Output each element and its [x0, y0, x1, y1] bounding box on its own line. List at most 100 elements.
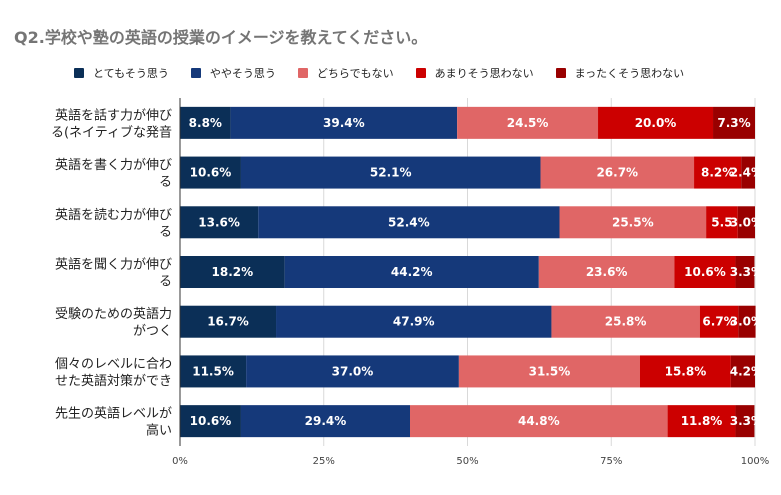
bar-segment [538, 256, 675, 288]
x-tick-label: 100% [741, 456, 770, 467]
data-label: 26.7% [596, 166, 638, 180]
data-label: 52.4% [388, 215, 430, 229]
data-label: 25.8% [605, 315, 647, 329]
data-label: 20.0% [635, 116, 677, 130]
legend-swatch [297, 68, 308, 78]
legend-label: まったくそう思わない [574, 67, 685, 80]
data-label: 44.8% [518, 414, 560, 428]
bar-segment [258, 206, 560, 239]
data-label: 29.4% [305, 414, 347, 428]
bar-segment [240, 405, 410, 438]
category-label: せた英語対策ができ [55, 373, 172, 389]
data-label: 13.6% [198, 215, 240, 229]
legend-item: まったくそう思わない [555, 65, 685, 81]
category-label: る [159, 275, 172, 290]
legend-label: とてもそう思う [93, 67, 169, 80]
bar-segment [551, 305, 700, 338]
bar-segment [180, 106, 231, 139]
bar-segment [667, 405, 736, 438]
data-label: 37.0% [332, 364, 374, 378]
data-label: 44.2% [391, 265, 433, 279]
bar-segment [180, 256, 285, 288]
data-label: 3.3% [730, 414, 763, 428]
data-label: 5.5 [711, 215, 732, 229]
x-tick-label: 25% [313, 456, 335, 467]
legend-swatch [190, 68, 201, 78]
bar-segment [240, 156, 541, 189]
legend-label: どちらでもない [316, 67, 394, 80]
x-tick-label: 50% [456, 456, 478, 467]
data-label: 6.7% [702, 315, 735, 329]
legend-swatch [74, 68, 84, 78]
bar-segment [598, 106, 714, 139]
legend-item: どちらでもない [297, 65, 394, 81]
bar-segment [180, 156, 241, 189]
data-label: 10.6% [684, 265, 726, 279]
category-label: 英語を書く力が伸び [55, 157, 172, 173]
bar-segment [230, 106, 458, 139]
bar-segment [180, 405, 241, 438]
data-label: 25.5% [612, 215, 654, 229]
data-label: 3.0% [730, 315, 763, 329]
category-label: 個々のレベルに合わ [55, 357, 172, 372]
bar-segment [284, 256, 539, 288]
legend-swatch [555, 68, 566, 78]
bar-segment [730, 355, 755, 388]
data-label: 15.8% [665, 364, 707, 378]
bar-segment [276, 305, 552, 338]
data-label: 7.3% [717, 116, 750, 130]
data-label: 8.8% [189, 116, 222, 130]
legend-label: あまりそう思わない [434, 67, 534, 80]
data-label: 11.8% [681, 414, 723, 428]
bar-segment [706, 206, 738, 239]
bar-segment [694, 156, 742, 189]
category-label: がつく [133, 324, 172, 339]
data-label: 16.7% [207, 315, 249, 329]
bar-segment [741, 156, 755, 189]
bar-segment [559, 206, 707, 239]
bar-segment [713, 106, 755, 139]
bar-segment [246, 355, 459, 388]
bar-segment [735, 256, 755, 288]
chart-title: Q2.学校や塾の英語の授業のイメージを教えてください。 [14, 28, 428, 47]
category-label: 英語を話す力が伸び [55, 107, 172, 123]
legend-label: ややそう思う [209, 67, 276, 80]
data-label: 23.6% [586, 265, 628, 279]
bar-segment [640, 355, 731, 388]
legend-item: あまりそう思わない [415, 65, 534, 81]
data-label: 24.5% [507, 116, 549, 130]
data-label: 3.3% [730, 265, 763, 279]
bar-segment [699, 305, 739, 338]
category-label: 受験のための英語力 [55, 306, 172, 322]
bar-segment [540, 156, 695, 189]
bar-segment [410, 405, 668, 438]
data-label: 10.6% [190, 166, 232, 180]
bar-segment [738, 305, 756, 338]
bar-segment [735, 405, 755, 438]
data-label: 10.6% [190, 414, 232, 428]
bar-segment [180, 305, 277, 338]
bar-segment [457, 106, 599, 139]
data-label: 3.0% [730, 215, 763, 229]
data-label: 31.5% [529, 364, 571, 378]
category-label: 英語を読む力が伸び [55, 207, 172, 223]
data-label: 52.1% [370, 166, 412, 180]
data-label: 8.2% [701, 166, 734, 180]
x-tick-label: 75% [600, 456, 622, 467]
category-label: 先生の英語レベルが [55, 406, 172, 422]
bar-segment [458, 355, 640, 388]
data-label: 11.5% [192, 364, 234, 378]
legend-item: とてもそう思う [74, 65, 169, 81]
category-label: る [159, 175, 172, 190]
category-label: 高い [146, 423, 172, 439]
x-tick-label: 0% [172, 456, 188, 467]
data-label: 2.4% [730, 166, 763, 180]
category-label: 英語を聞く力が伸び [55, 257, 172, 273]
bar-segment [180, 206, 259, 239]
data-label: 47.9% [393, 315, 435, 329]
data-label: 4.2% [730, 364, 763, 378]
legend-swatch [415, 68, 426, 78]
category-label: る(ネイティブな発音 [51, 124, 172, 140]
category-label: る [159, 225, 172, 240]
